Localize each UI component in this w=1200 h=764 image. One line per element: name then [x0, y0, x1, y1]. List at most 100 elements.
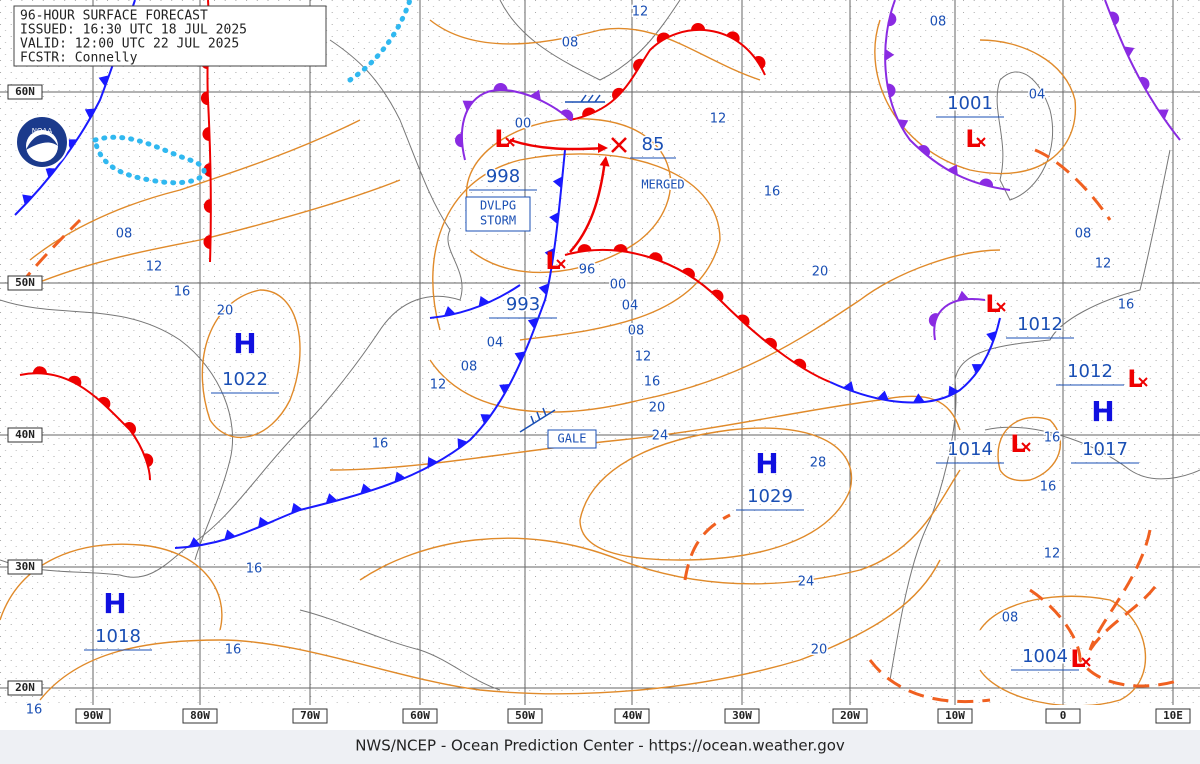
wind-barb [519, 407, 556, 433]
front-symbol [1123, 46, 1135, 58]
merged-label: MERGED [641, 178, 684, 192]
front-symbol [633, 58, 644, 72]
front-symbol [917, 145, 930, 157]
front-symbol [203, 163, 211, 178]
center-pressure: 1017 [1082, 439, 1128, 460]
isobar-label: 20 [217, 304, 234, 319]
isobar-label: 20 [649, 401, 666, 416]
center-symbol: L [494, 125, 509, 153]
center-pressure: 1004 [1022, 646, 1068, 667]
lon-label: 20W [840, 709, 860, 722]
lon-label-box [614, 708, 650, 724]
center-symbol: L [965, 125, 980, 153]
isobar-label: 12 [710, 112, 727, 127]
trough [1029, 588, 1181, 688]
front [460, 88, 571, 161]
isobar-label: 08 [1075, 227, 1092, 242]
trough [1088, 579, 1162, 651]
coastlines [0, 0, 1200, 691]
front-symbol [957, 290, 969, 301]
low-x [505, 137, 515, 147]
front-symbol [68, 375, 82, 387]
front-symbol [200, 91, 209, 106]
lon-label-box [507, 708, 543, 724]
isobar-label: 12 [430, 378, 447, 393]
front-symbol [45, 167, 57, 179]
footer-bar [0, 730, 1200, 764]
front-symbol [1109, 11, 1120, 26]
front [933, 298, 986, 341]
front-symbol [360, 483, 372, 494]
isobar-label: 16 [246, 562, 263, 577]
front-symbol [549, 212, 559, 225]
header-title: 96-HOUR SURFACE FORECAST [20, 9, 208, 24]
front-symbol [527, 317, 539, 330]
isobar-label: 28 [810, 456, 827, 471]
isobar-label: 08 [562, 36, 579, 51]
lat-label: 50N [15, 276, 35, 289]
merged-pressure: 85 [642, 134, 665, 155]
gale-label: GALE [558, 432, 587, 446]
front-symbol [1139, 76, 1150, 91]
low-x [996, 302, 1006, 312]
storm-label: DVLPG [480, 199, 516, 213]
isobar-label: 12 [1095, 257, 1112, 272]
center-pressure: 993 [506, 294, 540, 315]
isobar-label: 16 [26, 703, 43, 718]
isobar-label: 08 [628, 324, 645, 339]
lon-label: 10E [1163, 709, 1183, 722]
front-symbol [613, 244, 628, 252]
front-symbol [22, 194, 33, 205]
front-symbol [478, 296, 490, 307]
header-box: 96-HOUR SURFACE FORECAST ISSUED: 16:30 U… [13, 5, 327, 67]
front-symbol [499, 383, 510, 395]
front-symbol [912, 393, 925, 403]
low-x [976, 137, 986, 147]
fronts [14, 0, 1181, 704]
isobars [0, 19, 1147, 707]
low-x [556, 259, 566, 269]
front-symbol [443, 306, 456, 317]
front-symbol [897, 119, 909, 130]
front-symbol [224, 529, 236, 540]
isobar-label: 24 [798, 575, 815, 590]
front-symbol [986, 331, 997, 343]
lat-label-box [7, 427, 43, 443]
front-symbol [928, 313, 939, 327]
front-symbol [1157, 109, 1169, 120]
isobar-label: 08 [461, 360, 478, 375]
center-pressure: 998 [486, 166, 520, 187]
front-symbol [427, 456, 438, 468]
front-symbol [480, 414, 492, 425]
isobar-label: 00 [610, 278, 627, 293]
front-symbol [98, 396, 111, 409]
front-symbol [971, 364, 983, 375]
wind-barb [565, 94, 605, 103]
front-symbol [947, 164, 958, 176]
front-symbol [737, 314, 750, 327]
center-pressure: 1012 [1017, 314, 1063, 335]
track-arrowhead [599, 156, 610, 167]
lon-label: 0 [1060, 709, 1067, 722]
isobar-label: 16 [644, 375, 661, 390]
low-x [1081, 657, 1091, 667]
isobar-label: 04 [487, 336, 504, 351]
center-symbol: L [985, 290, 1000, 318]
front-symbol [462, 100, 474, 111]
header-forecaster: FCSTR: Connelly [20, 51, 138, 66]
front-symbol [764, 337, 777, 350]
center-symbol: L [1127, 365, 1142, 393]
front-symbol [691, 22, 706, 30]
ice-edge [92, 134, 207, 186]
gale-box [547, 429, 597, 449]
front-symbol [582, 107, 596, 118]
front-symbol [455, 133, 463, 148]
lon-strip [0, 705, 1200, 730]
front-symbol [842, 381, 855, 392]
lat-label: 30N [15, 560, 35, 573]
trough [1034, 148, 1112, 221]
center-symbol: L [1070, 645, 1085, 673]
front-symbol [538, 283, 549, 296]
front-symbol [560, 109, 574, 122]
